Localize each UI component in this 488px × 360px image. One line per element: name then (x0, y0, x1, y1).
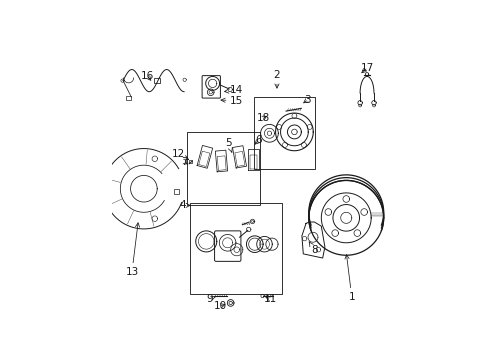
Text: 9: 9 (206, 294, 215, 304)
Text: 3: 3 (303, 95, 310, 105)
Bar (125, 96, 131, 100)
Bar (174, 189, 179, 194)
Text: 16: 16 (141, 71, 154, 81)
Text: 5: 5 (224, 138, 232, 152)
Text: 18: 18 (256, 113, 269, 123)
Text: 4: 4 (179, 201, 190, 210)
Bar (186, 132, 260, 205)
Text: 13: 13 (125, 223, 140, 277)
Text: 8: 8 (308, 242, 317, 255)
Text: 11: 11 (263, 294, 276, 304)
Text: 14: 14 (224, 85, 243, 95)
Text: 6: 6 (254, 135, 262, 145)
Text: 2: 2 (273, 70, 280, 88)
Text: 17: 17 (360, 63, 373, 73)
Text: 12: 12 (171, 149, 188, 159)
Text: 15: 15 (221, 96, 243, 105)
Bar (253, 97, 314, 169)
Text: 1: 1 (344, 255, 354, 302)
Text: 7: 7 (181, 157, 188, 167)
Text: 10: 10 (213, 301, 226, 311)
Bar (154, 78, 160, 82)
Bar (189, 203, 282, 294)
Bar (189, 160, 192, 163)
